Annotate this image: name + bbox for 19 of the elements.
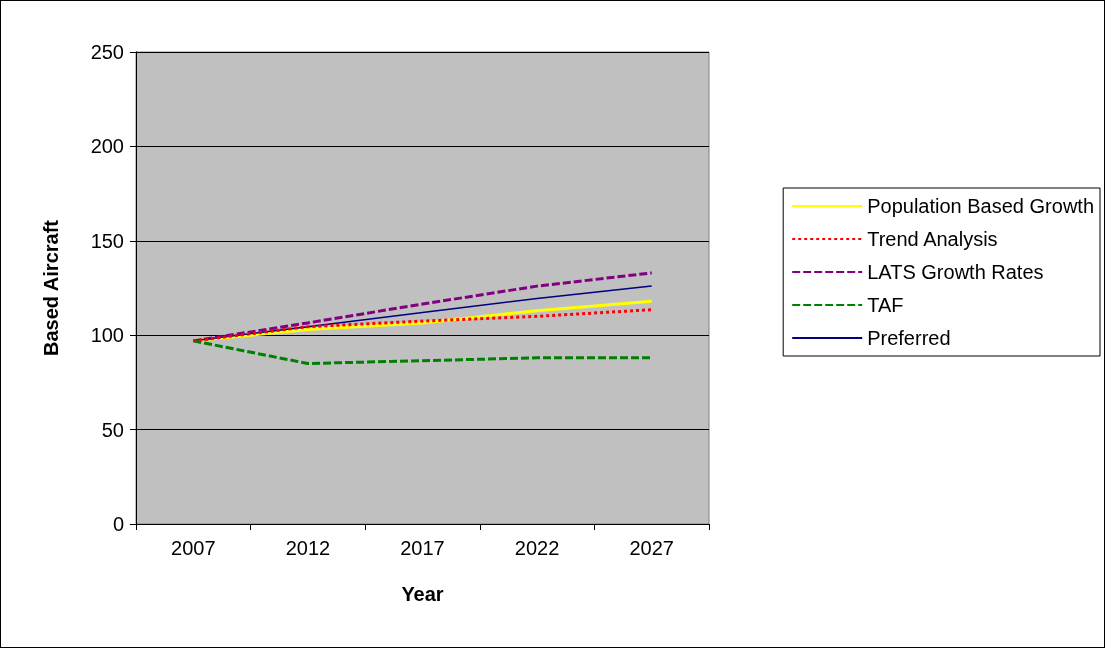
legend-label: Preferred (867, 327, 951, 349)
y-tick-label: 50 (101, 418, 124, 441)
x-tick-label: 2012 (285, 537, 331, 559)
legend-label: Population Based Growth (867, 195, 1095, 217)
x-axis-title: Year (401, 583, 444, 605)
x-tick-label: 2022 (514, 537, 560, 559)
line-series (191, 308, 654, 343)
y-tick-label: 100 (90, 324, 124, 347)
y-tick-label: 250 (90, 41, 124, 63)
x-tick-label: 2027 (629, 537, 674, 559)
legend-label: TAF (867, 294, 904, 316)
x-tick-label: 2007 (171, 537, 216, 559)
y-tick-label: 150 (90, 229, 124, 252)
legend-label: LATS Growth Rates (867, 261, 1044, 283)
y-tick-label: 200 (90, 135, 124, 158)
x-tick-label: 2017 (400, 537, 445, 559)
y-axis-title: Based Aircraft (40, 219, 62, 356)
legend-label: Trend Analysis (867, 228, 998, 250)
y-tick-label: 0 (112, 513, 124, 535)
